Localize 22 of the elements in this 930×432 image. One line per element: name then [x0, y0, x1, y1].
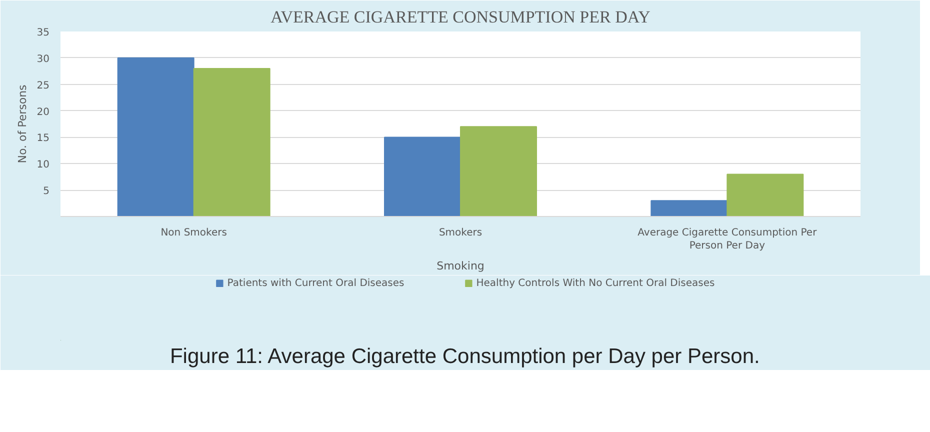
x-axis-title: Smoking — [436, 260, 484, 273]
x-tick-label: Smokers — [438, 228, 482, 238]
chart-title: AVERAGE CIGARETTE CONSUMPTION PER DAY — [270, 8, 650, 26]
y-tick-label: 5 — [43, 186, 50, 198]
bar — [193, 68, 270, 216]
x-tick-label: Non Smokers — [160, 228, 227, 238]
legend-label: Patients with Current Oral Diseases — [227, 277, 404, 289]
bar — [117, 57, 194, 216]
x-tick-label: Average Cigarette Consumption Per Person Per Day — [638, 228, 818, 252]
y-axis-title: No. of Persons — [16, 84, 29, 164]
bar — [726, 174, 804, 216]
bar — [650, 200, 728, 216]
y-tick-label: 25 — [36, 80, 50, 92]
legend-label: Healthy Controls With No Current Oral Diseases — [476, 277, 715, 289]
y-tick-label: 20 — [36, 106, 50, 118]
y-tick-label: 35 — [36, 28, 50, 38]
bar — [384, 136, 461, 216]
y-tick-label: 15 — [36, 133, 50, 144]
caption: Figure 11: Average Cigarette Consumption per Day per Person. — [170, 345, 760, 368]
bar — [460, 126, 537, 216]
y-tick-label: 30 — [36, 54, 50, 65]
y-tick-label: 10 — [36, 160, 50, 171]
